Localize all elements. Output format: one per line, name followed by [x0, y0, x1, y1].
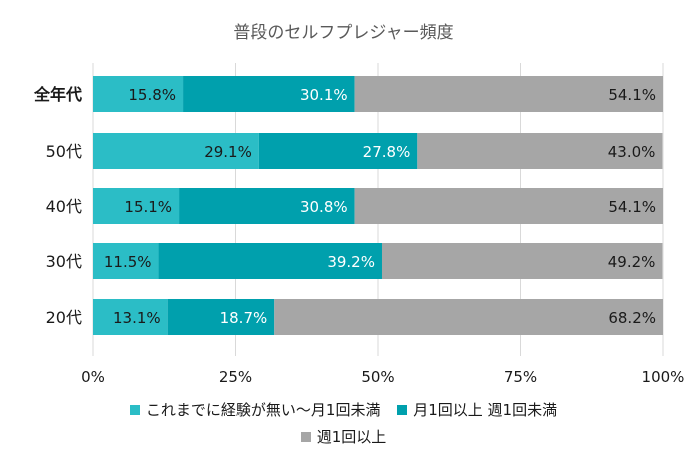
bar-1-series-1	[93, 133, 259, 169]
category-label-3: 30代	[46, 252, 82, 271]
legend-swatch-series-3	[300, 431, 311, 442]
x-tick-label-3: 75%	[504, 368, 537, 386]
bar-0-series-2	[183, 76, 355, 112]
legend-item-series-1: これまでに経験が無い〜月1回未満	[129, 399, 381, 420]
data-label-1-series-2: 27.8%	[363, 143, 411, 161]
data-label-0-series-1: 15.8%	[128, 86, 176, 104]
data-label-2-series-3: 54.1%	[608, 198, 656, 216]
data-label-1-series-1: 29.1%	[204, 143, 252, 161]
bar-3-series-1	[93, 243, 159, 279]
category-label-0: 全年代	[33, 85, 82, 104]
category-label-1: 50代	[46, 142, 82, 161]
data-label-3-series-2: 39.2%	[327, 253, 375, 271]
bar-2-series-2	[179, 188, 355, 224]
data-label-3-series-1: 11.5%	[104, 253, 152, 271]
x-tick-label-1: 25%	[219, 368, 252, 386]
data-label-3-series-3: 49.2%	[608, 253, 656, 271]
data-label-2-series-1: 15.1%	[124, 198, 172, 216]
legend-row-1: これまでに経験が無い〜月1回未満 月1回以上 週1回未満	[0, 399, 687, 420]
category-label-2: 40代	[46, 197, 82, 216]
data-label-0-series-3: 54.1%	[608, 86, 656, 104]
legend-item-series-2: 月1回以上 週1回未満	[397, 399, 557, 420]
data-label-4-series-1: 13.1%	[113, 309, 161, 327]
bar-4-series-2	[167, 299, 275, 335]
x-tick-label-0: 0%	[81, 368, 105, 386]
bar-0-series-1	[93, 76, 184, 112]
chart-title: 普段のセルフプレジャー頻度	[233, 23, 454, 43]
bar-2-series-1	[93, 188, 180, 224]
legend-swatch-series-1	[129, 404, 140, 415]
data-label-1-series-3: 43.0%	[608, 143, 656, 161]
bar-4-series-3	[274, 299, 663, 335]
legend-label-series-2: 月1回以上 週1回未満	[413, 401, 558, 419]
bar-2-series-3	[354, 188, 663, 224]
legend-swatch-series-2	[397, 404, 408, 415]
category-label-4: 20代	[46, 308, 82, 327]
bar-0-series-3	[354, 76, 663, 112]
bar-3-series-3	[381, 243, 663, 279]
data-label-4-series-3: 68.2%	[608, 309, 656, 327]
data-label-0-series-2: 30.1%	[300, 86, 348, 104]
bar-1-series-2	[258, 133, 418, 169]
x-tick-label-4: 100%	[642, 368, 685, 386]
bar-4-series-1	[93, 299, 168, 335]
legend-label-series-3: 週1回以上	[316, 428, 387, 446]
bar-3-series-2	[158, 243, 382, 279]
legend-item-series-3: 週1回以上	[300, 426, 387, 447]
x-tick-label-2: 50%	[361, 368, 394, 386]
legend-label-series-1: これまでに経験が無い〜月1回未満	[145, 401, 381, 419]
data-label-4-series-2: 18.7%	[220, 309, 268, 327]
bar-1-series-3	[417, 133, 663, 169]
legend-row-2: 週1回以上	[0, 426, 687, 447]
data-label-2-series-2: 30.8%	[300, 198, 348, 216]
